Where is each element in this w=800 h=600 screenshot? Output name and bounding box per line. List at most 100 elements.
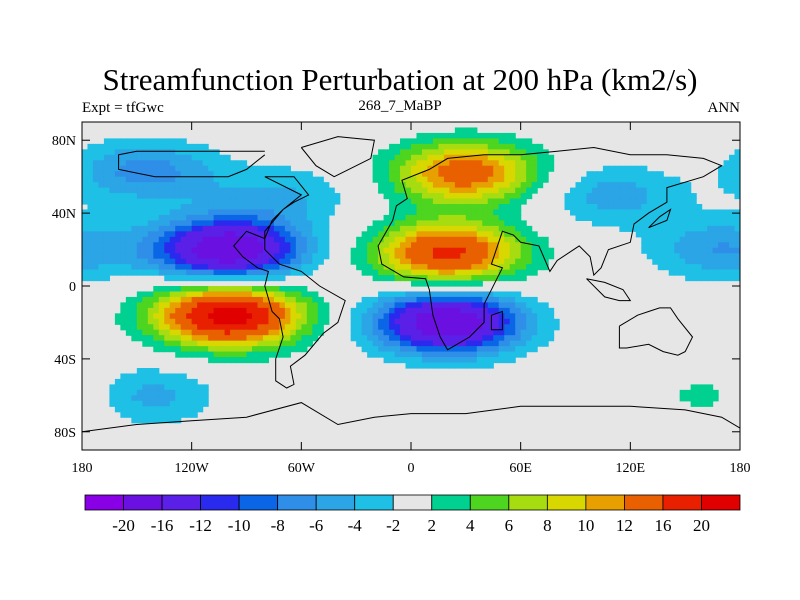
field-cell bbox=[361, 313, 368, 320]
field-cell bbox=[476, 231, 483, 238]
field-cell bbox=[526, 143, 533, 150]
field-cell bbox=[230, 204, 237, 211]
field-cell bbox=[509, 149, 516, 156]
field-cell bbox=[427, 220, 434, 227]
field-cell bbox=[465, 220, 472, 227]
field-cell bbox=[487, 357, 494, 364]
field-cell bbox=[131, 138, 138, 145]
field-cell bbox=[465, 275, 472, 282]
field-cell bbox=[284, 313, 291, 320]
field-cell bbox=[87, 275, 94, 282]
field-cell bbox=[723, 231, 730, 238]
field-cell bbox=[257, 225, 264, 232]
field-cell bbox=[169, 187, 176, 194]
field-cell bbox=[120, 154, 127, 161]
field-cell bbox=[487, 171, 494, 178]
field-cell bbox=[729, 242, 736, 249]
field-cell bbox=[153, 307, 160, 314]
field-cell bbox=[251, 198, 259, 205]
field-cell bbox=[537, 329, 544, 336]
field-cell bbox=[504, 264, 511, 271]
field-cell bbox=[515, 264, 522, 271]
field-cell bbox=[597, 214, 604, 221]
field-cell bbox=[191, 171, 198, 178]
field-cell bbox=[729, 165, 736, 172]
field-cell bbox=[92, 247, 100, 254]
field-cell bbox=[164, 242, 171, 249]
field-cell bbox=[202, 214, 209, 221]
field-cell bbox=[460, 269, 467, 276]
field-cell bbox=[520, 220, 527, 227]
field-cell bbox=[421, 198, 429, 205]
field-cell bbox=[301, 296, 308, 303]
field-cell bbox=[372, 296, 379, 303]
field-cell bbox=[241, 204, 248, 211]
field-cell bbox=[142, 335, 149, 342]
field-cell bbox=[323, 220, 330, 227]
field-cell bbox=[103, 176, 111, 183]
field-cell bbox=[586, 198, 593, 205]
field-cell bbox=[460, 346, 467, 353]
field-cell bbox=[136, 417, 143, 424]
field-cell bbox=[323, 214, 330, 221]
field-cell bbox=[674, 247, 681, 254]
field-cell bbox=[526, 236, 533, 243]
field-cell bbox=[465, 335, 472, 342]
field-cell bbox=[526, 193, 533, 200]
field-cell bbox=[432, 269, 440, 276]
field-cell bbox=[443, 198, 450, 205]
field-cell bbox=[542, 171, 549, 178]
field-cell bbox=[191, 187, 198, 194]
field-cell bbox=[383, 176, 390, 183]
field-cell bbox=[586, 204, 593, 211]
field-cell bbox=[224, 214, 231, 221]
field-cell bbox=[164, 193, 171, 200]
field-cell bbox=[98, 154, 105, 161]
field-cell bbox=[580, 187, 588, 194]
field-cell bbox=[482, 253, 489, 260]
field-cell bbox=[147, 335, 154, 342]
field-cell bbox=[597, 187, 604, 194]
field-cell bbox=[262, 176, 270, 183]
field-cell bbox=[301, 204, 308, 211]
field-cell bbox=[493, 154, 500, 161]
field-cell bbox=[493, 264, 500, 271]
field-cell bbox=[356, 318, 363, 325]
field-cell bbox=[153, 149, 160, 156]
field-cell bbox=[674, 198, 681, 205]
field-cell bbox=[400, 220, 407, 227]
field-cell bbox=[273, 236, 280, 243]
field-cell bbox=[520, 346, 527, 353]
field-cell bbox=[109, 253, 116, 260]
field-cell bbox=[142, 220, 149, 227]
field-cell bbox=[180, 225, 187, 232]
field-cell bbox=[131, 198, 138, 205]
field-cell bbox=[520, 318, 527, 325]
field-cell bbox=[295, 307, 302, 314]
field-cell bbox=[175, 225, 182, 232]
field-cell bbox=[421, 138, 429, 145]
field-cell bbox=[114, 176, 121, 183]
field-cell bbox=[87, 182, 94, 189]
field-cell bbox=[131, 253, 138, 260]
field-cell bbox=[542, 324, 549, 331]
field-cell bbox=[405, 247, 412, 254]
field-cell bbox=[542, 340, 549, 347]
field-cell bbox=[548, 307, 555, 314]
field-cell bbox=[290, 286, 297, 293]
field-cell bbox=[230, 346, 237, 353]
field-cell bbox=[400, 231, 407, 238]
field-cell bbox=[531, 171, 538, 178]
field-cell bbox=[273, 335, 280, 342]
field-cell bbox=[476, 187, 483, 194]
field-cell bbox=[125, 253, 132, 260]
field-cell bbox=[487, 193, 494, 200]
field-cell bbox=[509, 171, 516, 178]
field-cell bbox=[367, 258, 374, 265]
field-cell bbox=[460, 307, 467, 314]
field-cell bbox=[136, 214, 143, 221]
field-cell bbox=[729, 214, 736, 221]
field-cell bbox=[224, 231, 231, 238]
field-cell bbox=[142, 400, 149, 407]
field-cell bbox=[180, 138, 187, 145]
